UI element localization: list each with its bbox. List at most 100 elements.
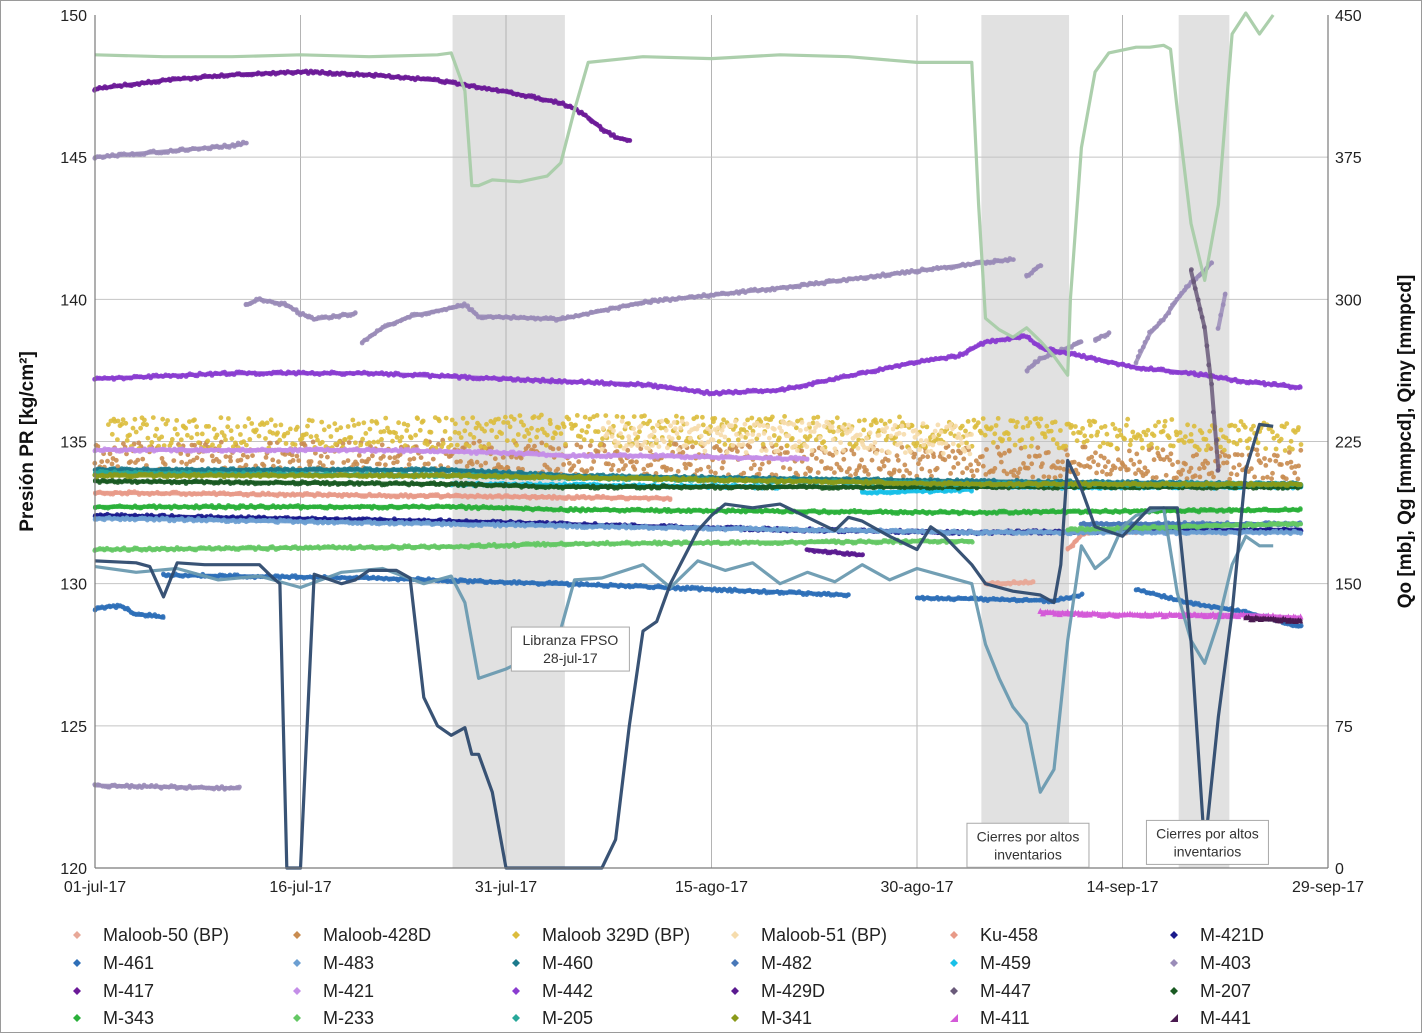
data-point xyxy=(375,439,381,445)
data-point xyxy=(174,418,180,423)
data-point xyxy=(1186,283,1191,289)
data-point xyxy=(979,430,984,436)
data-point xyxy=(956,431,962,437)
data-point xyxy=(243,462,249,468)
data-point xyxy=(1170,443,1176,449)
data-point xyxy=(405,422,411,428)
data-point xyxy=(1226,438,1232,444)
data-point xyxy=(905,422,911,428)
data-point xyxy=(247,437,253,442)
data-point xyxy=(650,495,655,501)
data-point xyxy=(661,439,667,445)
data-point xyxy=(449,417,455,423)
data-point xyxy=(747,444,753,450)
data-point xyxy=(1295,476,1301,482)
data-point xyxy=(503,414,508,420)
data-point xyxy=(1169,417,1175,422)
data-point xyxy=(952,455,958,461)
data-point xyxy=(1118,466,1123,472)
data-point xyxy=(819,446,825,451)
data-point xyxy=(777,425,783,431)
data-point xyxy=(1168,451,1174,457)
data-point xyxy=(505,420,511,426)
data-point xyxy=(855,445,861,451)
data-point xyxy=(1296,463,1301,469)
data-point xyxy=(1134,451,1140,457)
data-point xyxy=(734,432,739,437)
data-point xyxy=(371,439,377,445)
data-point xyxy=(561,462,566,467)
data-point xyxy=(381,454,386,459)
data-point xyxy=(702,441,707,447)
data-point xyxy=(700,422,706,428)
data-point xyxy=(535,427,541,433)
data-point xyxy=(864,467,869,473)
data-point xyxy=(676,435,682,441)
data-point xyxy=(606,420,611,425)
data-point xyxy=(980,463,986,469)
data-point xyxy=(1092,419,1098,425)
data-point xyxy=(1122,436,1127,442)
data-point xyxy=(1282,424,1287,430)
data-point xyxy=(926,441,932,447)
data-point xyxy=(250,453,255,458)
data-point xyxy=(1065,452,1070,458)
data-point xyxy=(721,424,726,429)
data-point xyxy=(379,437,384,442)
data-point xyxy=(1269,476,1274,482)
data-point xyxy=(1211,474,1216,480)
data-point xyxy=(205,438,211,444)
data-point xyxy=(616,468,622,473)
data-point xyxy=(712,416,718,421)
data-point xyxy=(895,457,901,463)
data-point xyxy=(1087,422,1093,428)
data-point xyxy=(521,422,526,428)
data-point xyxy=(748,466,754,471)
data-point xyxy=(1137,459,1142,465)
data-point xyxy=(831,429,836,435)
data-point xyxy=(1075,471,1081,477)
data-point xyxy=(1174,432,1180,438)
data-point xyxy=(589,466,594,471)
data-point xyxy=(1058,428,1063,433)
data-point xyxy=(1238,419,1244,424)
data-point xyxy=(879,448,885,454)
data-point xyxy=(532,443,537,449)
data-point xyxy=(1273,446,1279,452)
data-point xyxy=(478,463,484,468)
data-point xyxy=(504,438,510,443)
data-point xyxy=(290,458,296,463)
data-point xyxy=(1074,438,1080,444)
data-point xyxy=(993,423,999,428)
data-point xyxy=(356,421,361,427)
data-point xyxy=(217,490,223,496)
data-point xyxy=(277,437,283,443)
data-point xyxy=(163,421,169,427)
data-point xyxy=(484,421,489,427)
data-point xyxy=(807,433,813,439)
data-point xyxy=(383,415,389,421)
data-point xyxy=(928,448,934,454)
data-point xyxy=(766,435,772,441)
data-point xyxy=(377,461,382,467)
data-point xyxy=(745,431,750,437)
data-point xyxy=(1130,429,1136,435)
data-point xyxy=(1038,263,1044,269)
data-point xyxy=(740,442,746,447)
data-point xyxy=(638,423,644,429)
data-point xyxy=(464,463,470,469)
data-point xyxy=(1167,457,1173,463)
data-point xyxy=(1018,445,1024,451)
data-point xyxy=(1275,453,1280,459)
data-point xyxy=(600,493,606,499)
data-point xyxy=(283,441,289,446)
data-point xyxy=(934,465,940,471)
data-point xyxy=(1247,436,1252,442)
data-point xyxy=(833,450,839,456)
data-point xyxy=(834,461,840,467)
data-point xyxy=(1052,475,1058,480)
data-point xyxy=(456,430,462,436)
data-point xyxy=(363,493,369,499)
data-point xyxy=(726,437,732,443)
